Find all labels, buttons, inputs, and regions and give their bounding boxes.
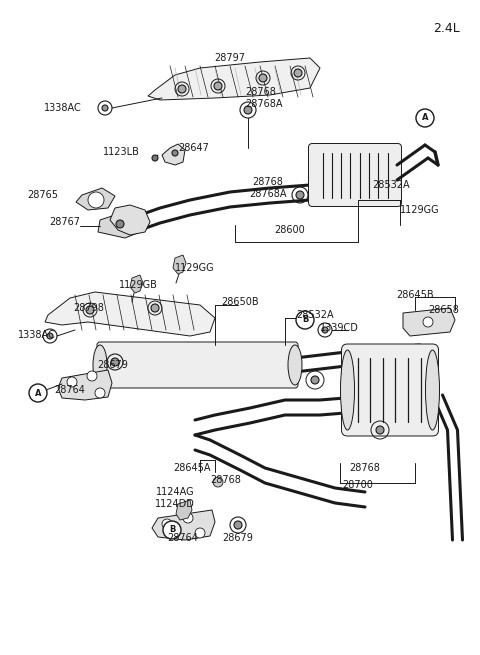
- Ellipse shape: [425, 350, 440, 430]
- Circle shape: [162, 519, 172, 529]
- Polygon shape: [98, 210, 145, 238]
- Text: 28765: 28765: [27, 190, 58, 200]
- Text: 28645B: 28645B: [396, 290, 434, 300]
- Text: 28768: 28768: [210, 475, 241, 485]
- Circle shape: [416, 109, 434, 127]
- Text: 28768
28768A: 28768 28768A: [249, 178, 287, 199]
- Ellipse shape: [340, 350, 355, 430]
- Circle shape: [88, 192, 104, 208]
- Text: 28679: 28679: [97, 360, 129, 370]
- Circle shape: [87, 371, 97, 381]
- Circle shape: [163, 521, 181, 539]
- Text: 28650B: 28650B: [221, 297, 259, 307]
- Circle shape: [311, 376, 319, 384]
- Text: 1338AC: 1338AC: [18, 330, 56, 340]
- Polygon shape: [173, 255, 186, 274]
- Text: A: A: [35, 388, 41, 398]
- Text: 28532A: 28532A: [296, 310, 334, 320]
- Polygon shape: [152, 510, 215, 540]
- Text: 28700: 28700: [343, 480, 373, 490]
- Text: 28798: 28798: [73, 303, 104, 313]
- Polygon shape: [76, 188, 115, 210]
- Circle shape: [183, 513, 193, 523]
- Polygon shape: [110, 205, 150, 235]
- Polygon shape: [58, 370, 112, 400]
- Text: 28600: 28600: [275, 225, 305, 235]
- Text: 28797: 28797: [215, 53, 245, 63]
- Circle shape: [294, 69, 302, 77]
- Circle shape: [244, 106, 252, 114]
- Text: 28768
28768A: 28768 28768A: [245, 87, 283, 109]
- Text: 1129GG: 1129GG: [400, 205, 440, 215]
- Circle shape: [296, 311, 314, 329]
- Circle shape: [95, 388, 105, 398]
- Circle shape: [296, 191, 304, 199]
- Polygon shape: [162, 144, 185, 165]
- FancyBboxPatch shape: [97, 342, 298, 388]
- Text: 28764: 28764: [168, 533, 198, 543]
- Ellipse shape: [93, 345, 107, 385]
- Text: 1129GB: 1129GB: [119, 280, 157, 290]
- Polygon shape: [403, 308, 455, 336]
- Text: B: B: [169, 525, 175, 534]
- Text: 28532A: 28532A: [372, 180, 409, 190]
- Circle shape: [111, 358, 119, 366]
- FancyBboxPatch shape: [341, 344, 439, 436]
- Text: 1123LB: 1123LB: [103, 147, 140, 157]
- Polygon shape: [130, 275, 143, 293]
- Circle shape: [214, 82, 222, 90]
- Circle shape: [178, 85, 186, 93]
- Circle shape: [102, 105, 108, 111]
- Circle shape: [86, 306, 94, 314]
- Circle shape: [423, 317, 433, 327]
- Circle shape: [151, 304, 159, 312]
- Text: 1129GG: 1129GG: [175, 263, 215, 273]
- Ellipse shape: [288, 345, 302, 385]
- Text: 28647: 28647: [178, 143, 209, 153]
- Polygon shape: [45, 292, 215, 336]
- Circle shape: [67, 377, 77, 387]
- Circle shape: [195, 528, 205, 538]
- Circle shape: [172, 150, 178, 156]
- Text: 1338AC: 1338AC: [44, 103, 82, 113]
- Circle shape: [213, 477, 223, 487]
- Circle shape: [322, 327, 328, 333]
- Circle shape: [116, 220, 124, 228]
- Polygon shape: [148, 58, 320, 100]
- Text: A: A: [422, 113, 428, 122]
- Text: B: B: [302, 316, 308, 324]
- Text: 1339CD: 1339CD: [320, 323, 359, 333]
- Text: 1124AG
1124DD: 1124AG 1124DD: [155, 487, 195, 509]
- Circle shape: [234, 521, 242, 529]
- Circle shape: [29, 384, 47, 402]
- Text: 28679: 28679: [223, 533, 253, 543]
- Circle shape: [152, 155, 158, 161]
- Circle shape: [376, 426, 384, 434]
- Circle shape: [47, 333, 53, 339]
- Text: 28764: 28764: [55, 385, 85, 395]
- Text: 2.4L: 2.4L: [433, 22, 460, 35]
- Circle shape: [259, 74, 267, 82]
- Text: 28768: 28768: [349, 463, 381, 473]
- Text: 28645A: 28645A: [173, 463, 211, 473]
- Text: 28767: 28767: [49, 217, 80, 227]
- Polygon shape: [176, 500, 192, 520]
- FancyBboxPatch shape: [309, 143, 401, 206]
- Text: 28658: 28658: [428, 305, 459, 315]
